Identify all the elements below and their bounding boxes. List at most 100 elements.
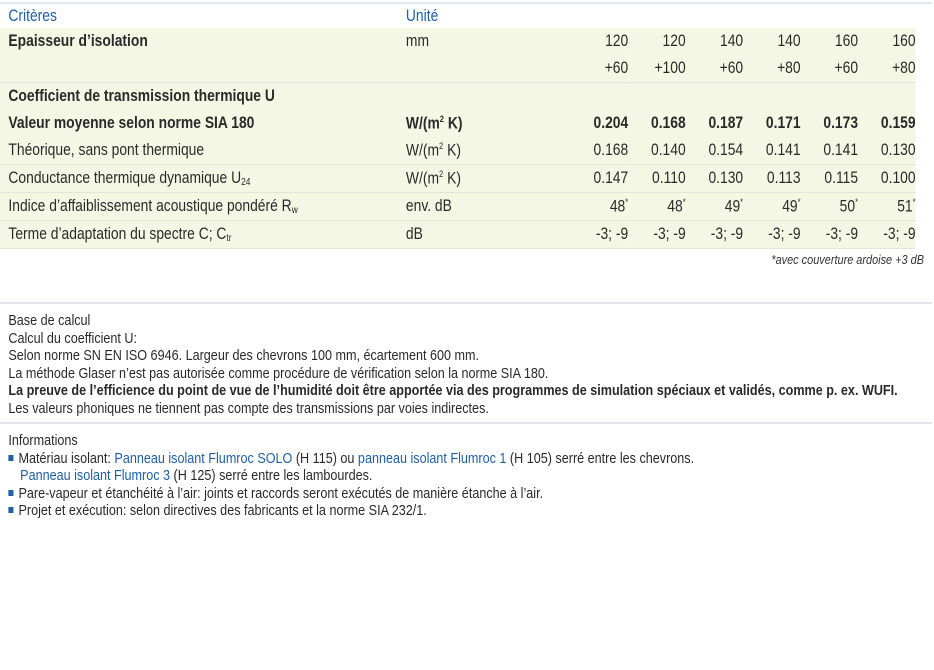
value-text: -3; -9: [595, 225, 629, 243]
value-text: 0.115: [824, 169, 859, 187]
divider: [0, 2, 933, 4]
value-cell: +60: [685, 55, 744, 83]
value-cell: 0.168: [628, 110, 686, 137]
product-link-flumroc-3[interactable]: Panneau isolant Flumroc 3: [20, 467, 171, 484]
value-cell: -3; -9: [628, 220, 686, 249]
value-cell: 0.168: [570, 137, 629, 165]
base-title: Base de calcul: [8, 312, 91, 329]
value-text: 0.168: [593, 141, 629, 159]
info-title: Informations: [8, 432, 78, 449]
value-cell: 0.130: [858, 137, 916, 165]
value-cell: -3; -9: [800, 220, 859, 249]
unit-text: W/(m: [405, 141, 440, 160]
base-line: La méthode Glaser n’est pas autorisée co…: [8, 364, 549, 382]
row-unit: W/(m2 K): [405, 137, 571, 165]
table-row: Terme d’adaptation du spectre C; Ctr dB -3…: [0, 220, 916, 249]
value-cell: 0.130: [685, 164, 744, 193]
product-link-flumroc-1[interactable]: panneau isolant Flumroc 1: [357, 449, 507, 467]
bullet-icon: [8, 489, 14, 496]
value-text: 0.171: [765, 114, 801, 132]
value-cell: 0.171: [743, 110, 801, 137]
text: Pare-vapeur et étanchéité à l’air: joint…: [18, 484, 544, 502]
value-cell: 0.187: [685, 110, 744, 137]
row-unit: mm: [405, 28, 571, 55]
footnote-mark: *: [682, 196, 686, 207]
row-label: Epaisseur d’isolation: [0, 28, 406, 55]
row-label: Terme d’adaptation du spectre C; Ctr: [0, 220, 406, 249]
product-link-solo[interactable]: Panneau isolant Flumroc SOLO: [114, 449, 293, 467]
subscript: 24: [241, 177, 251, 188]
value-text: 49: [724, 197, 741, 216]
footnote-mark: *: [625, 196, 629, 207]
footnote-mark: *: [797, 196, 801, 207]
value-text: -3; -9: [825, 225, 859, 243]
unit-text: W/(m: [405, 169, 440, 188]
row-unit: W/(m2 K): [405, 110, 571, 137]
value-cell: 120: [570, 28, 629, 55]
divider: [0, 422, 933, 424]
value-cell: 160: [800, 28, 859, 55]
subscript: tr: [226, 233, 232, 244]
value-cell: 51*: [858, 192, 916, 221]
unit-text: K): [443, 141, 461, 160]
value-text: 0.173: [823, 114, 859, 132]
value-cell: 0.147: [570, 164, 629, 193]
label-text: Indice d’affaiblissement acoustique pond…: [8, 197, 292, 215]
value-text: 0.154: [708, 141, 744, 159]
value-text: 0.141: [765, 141, 801, 159]
unit-text: K): [444, 114, 463, 133]
value-cell: +80: [743, 55, 801, 83]
info-section: Informations Matériau isolant: Panneau i…: [8, 432, 694, 520]
header-unit: Unité: [405, 4, 571, 28]
table-row: +60 +100 +60 +80 +60 +80: [0, 55, 916, 83]
row-label: Conductance thermique dynamique U24: [0, 164, 406, 193]
table-row: Indice d’affaiblissement acoustique pond…: [0, 192, 916, 221]
value-text: -3; -9: [883, 225, 916, 243]
value-cell: 0.141: [800, 137, 859, 165]
value-text: 0.204: [593, 114, 629, 132]
row-label: Théorique, sans pont thermique: [0, 137, 406, 165]
value-text: -3; -9: [710, 225, 744, 243]
table-row: Epaisseur d’isolation mm 120 120 140 140…: [0, 28, 916, 55]
table-section-title: Coefficient de transmission thermique U: [0, 82, 916, 110]
value-cell: 0.154: [685, 137, 744, 165]
footnote-mark: *: [855, 196, 859, 207]
value-cell: 0.173: [800, 110, 859, 137]
bullet-icon: [8, 454, 14, 461]
value-cell: 48*: [570, 192, 629, 221]
value-cell: 0.159: [858, 110, 916, 137]
unit-text: W/(m: [405, 114, 440, 133]
value-cell: 0.113: [743, 164, 801, 193]
value-text: 0.187: [708, 114, 744, 132]
table-row: Théorique, sans pont thermique W/(m2 K) 0.…: [0, 137, 916, 165]
base-line: Les valeurs phoniques ne tiennent pas co…: [8, 399, 489, 417]
value-cell: 50*: [800, 192, 859, 221]
text: (H 105) serré entre les chevrons.: [506, 449, 695, 467]
value-cell: 0.141: [743, 137, 801, 165]
value-text: 0.100: [880, 169, 916, 187]
divider: [0, 302, 933, 304]
value-cell: +60: [800, 55, 859, 83]
value-cell: 0.115: [800, 164, 859, 193]
value-text: 0.130: [708, 169, 744, 187]
base-line: Selon norme SN EN ISO 6946. Largeur des …: [8, 347, 480, 364]
row-unit: dB: [405, 220, 571, 249]
value-text: 49: [782, 197, 798, 216]
text: Matériau isolant:: [18, 449, 115, 467]
footnote-mark: *: [740, 196, 744, 207]
footnote-mark: *: [912, 196, 916, 207]
base-bold-line: La preuve de l’efficience du point de vu…: [8, 382, 898, 399]
unit-sup: 2: [439, 140, 444, 151]
value-text: 0.159: [880, 114, 916, 132]
value-cell: 120: [628, 28, 686, 55]
value-text: 50: [839, 197, 856, 216]
unit-sup: 2: [439, 113, 445, 124]
value-text: 0.140: [650, 141, 686, 159]
text: Projet et exécution: selon directives de…: [18, 502, 427, 519]
table-row: Valeur moyenne selon norme SIA 180 W/(m2 …: [0, 110, 916, 137]
value-cell: 49*: [685, 192, 744, 221]
value-cell: 140: [685, 28, 744, 55]
value-cell: 0.110: [628, 164, 686, 193]
value-text: 0.168: [650, 114, 686, 132]
info-item: Matériau isolant: Panneau isolant Flumro…: [8, 450, 694, 468]
